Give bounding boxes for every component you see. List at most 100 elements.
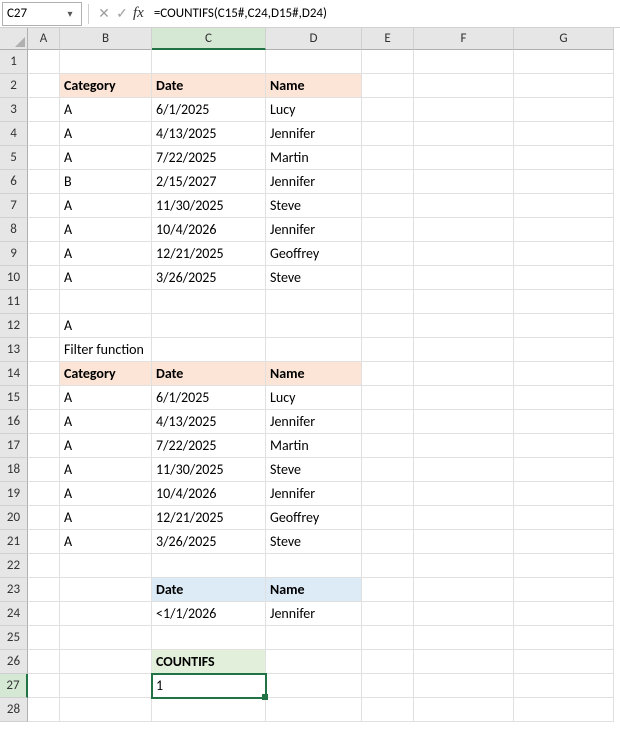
cell-G24[interactable] [514,602,614,626]
cell-C15[interactable]: 6/1/2025 [152,386,266,410]
cell-G7[interactable] [514,194,614,218]
cell-F11[interactable] [414,290,514,314]
cell-D12[interactable] [266,314,362,338]
cell-D10[interactable]: Steve [266,266,362,290]
cell-E8[interactable] [362,218,414,242]
cell-F10[interactable] [414,266,514,290]
cell-C4[interactable]: 4/13/2025 [152,122,266,146]
cell-B21[interactable]: A [60,530,152,554]
cell-B26[interactable] [60,650,152,674]
cell-E28[interactable] [362,698,414,722]
cell-A26[interactable] [28,650,60,674]
cell-F21[interactable] [414,530,514,554]
cell-D24[interactable]: Jennifer [266,602,362,626]
cell-E15[interactable] [362,386,414,410]
cell-G26[interactable] [514,650,614,674]
cell-E23[interactable] [362,578,414,602]
row-header-28[interactable]: 28 [0,698,28,722]
cell-G8[interactable] [514,218,614,242]
row-header-2[interactable]: 2 [0,74,28,98]
cell-A20[interactable] [28,506,60,530]
cell-G18[interactable] [514,458,614,482]
cell-B10[interactable]: A [60,266,152,290]
cell-C19[interactable]: 10/4/2026 [152,482,266,506]
cell-G6[interactable] [514,170,614,194]
select-all-corner[interactable] [0,28,28,50]
cell-E20[interactable] [362,506,414,530]
cell-G17[interactable] [514,434,614,458]
cell-E18[interactable] [362,458,414,482]
cell-F26[interactable] [414,650,514,674]
cell-F24[interactable] [414,602,514,626]
cell-C17[interactable]: 7/22/2025 [152,434,266,458]
cell-D15[interactable]: Lucy [266,386,362,410]
cell-G4[interactable] [514,122,614,146]
cell-D27[interactable] [266,674,362,698]
cell-G15[interactable] [514,386,614,410]
name-box[interactable]: C27 ▾ [2,2,82,26]
cell-B14[interactable]: Category [60,362,152,386]
cell-A22[interactable] [28,554,60,578]
cell-D7[interactable]: Steve [266,194,362,218]
cell-G19[interactable] [514,482,614,506]
cell-F2[interactable] [414,74,514,98]
cell-D13[interactable] [266,338,362,362]
cell-E9[interactable] [362,242,414,266]
cell-C16[interactable]: 4/13/2025 [152,410,266,434]
cell-D20[interactable]: Geoffrey [266,506,362,530]
cell-G12[interactable] [514,314,614,338]
cell-A24[interactable] [28,602,60,626]
cell-D25[interactable] [266,626,362,650]
cell-F7[interactable] [414,194,514,218]
cell-B24[interactable] [60,602,152,626]
cell-B6[interactable]: B [60,170,152,194]
cell-B4[interactable]: A [60,122,152,146]
cell-G11[interactable] [514,290,614,314]
cell-F5[interactable] [414,146,514,170]
cell-E2[interactable] [362,74,414,98]
row-header-18[interactable]: 18 [0,458,28,482]
col-header-E[interactable]: E [362,28,414,50]
cell-G20[interactable] [514,506,614,530]
cell-D26[interactable] [266,650,362,674]
cell-A1[interactable] [28,50,60,74]
cell-A27[interactable] [28,674,60,698]
row-header-15[interactable]: 15 [0,386,28,410]
row-header-13[interactable]: 13 [0,338,28,362]
cell-G21[interactable] [514,530,614,554]
cell-G10[interactable] [514,266,614,290]
row-header-20[interactable]: 20 [0,506,28,530]
cell-A6[interactable] [28,170,60,194]
cell-A25[interactable] [28,626,60,650]
cell-C2[interactable]: Date [152,74,266,98]
cell-E3[interactable] [362,98,414,122]
cell-C1[interactable] [152,50,266,74]
cell-C11[interactable] [152,290,266,314]
cell-E19[interactable] [362,482,414,506]
cell-E7[interactable] [362,194,414,218]
cell-B27[interactable] [60,674,152,698]
cell-A13[interactable] [28,338,60,362]
cell-B12[interactable]: A [60,314,152,338]
cell-D22[interactable] [266,554,362,578]
cell-D17[interactable]: Martin [266,434,362,458]
cell-C10[interactable]: 3/26/2025 [152,266,266,290]
cell-D4[interactable]: Jennifer [266,122,362,146]
cell-F19[interactable] [414,482,514,506]
col-header-F[interactable]: F [414,28,514,50]
cell-G5[interactable] [514,146,614,170]
cell-C23[interactable]: Date [152,578,266,602]
cell-B2[interactable]: Category [60,74,152,98]
fill-handle[interactable] [262,694,268,700]
cell-B13[interactable]: Filter function [60,338,152,362]
cell-E4[interactable] [362,122,414,146]
col-header-B[interactable]: B [60,28,152,50]
cell-G1[interactable] [514,50,614,74]
row-header-3[interactable]: 3 [0,98,28,122]
cell-D21[interactable]: Steve [266,530,362,554]
cell-B28[interactable] [60,698,152,722]
cell-A28[interactable] [28,698,60,722]
cell-C9[interactable]: 12/21/2025 [152,242,266,266]
cell-C13[interactable] [152,338,266,362]
cell-G27[interactable] [514,674,614,698]
